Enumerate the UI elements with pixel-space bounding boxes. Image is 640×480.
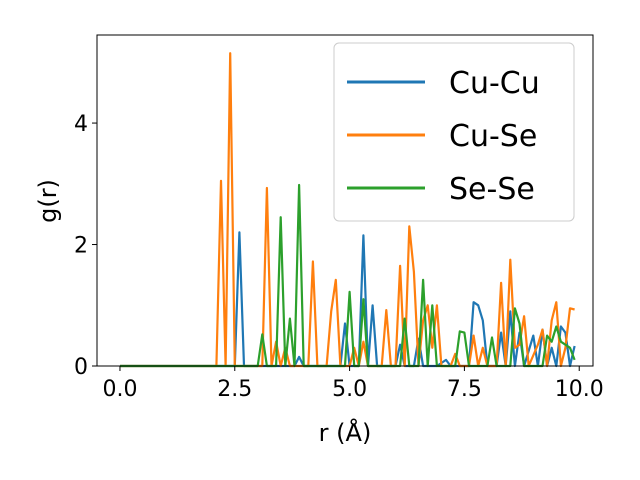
x-axis-label: r (Å) <box>319 418 372 447</box>
y-axis-label: g(r) <box>34 179 62 223</box>
series-line-cu-cu <box>120 231 576 368</box>
legend-label-cu-se: Cu-Se <box>449 119 537 154</box>
x-tick-label: 5.0 <box>332 377 367 402</box>
x-tick-label: 10.0 <box>555 377 604 402</box>
y-tick-label: 2 <box>74 234 88 259</box>
x-tick-label: 2.5 <box>217 377 252 402</box>
plot-frame <box>96 34 594 367</box>
x-tick-label: 0.0 <box>102 377 137 402</box>
legend-label-cu-cu: Cu-Cu <box>449 66 540 101</box>
series-line-cu-se <box>120 52 575 368</box>
ticks-layer: 0.0 2.5 5.0 7.5 10.0 0 2 4 <box>74 112 604 402</box>
y-tick-label: 0 <box>74 355 88 380</box>
legend-box <box>333 42 575 222</box>
x-tick-label: 7.5 <box>447 377 482 402</box>
y-tick-label: 4 <box>74 112 88 137</box>
legend-label-se-se: Se-Se <box>449 172 535 207</box>
legend: Cu-Cu Cu-Se Se-Se <box>333 42 575 222</box>
